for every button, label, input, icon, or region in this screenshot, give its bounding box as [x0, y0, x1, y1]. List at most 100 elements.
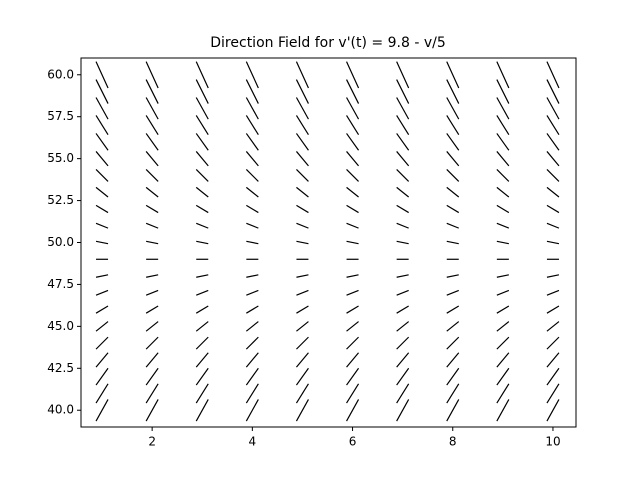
slope-segment — [245, 97, 259, 120]
slope-segment — [295, 97, 309, 120]
slope-segment — [245, 399, 259, 422]
slope-segment — [295, 79, 309, 104]
slope-segment — [295, 352, 309, 368]
slope-segment — [95, 352, 109, 368]
slope-segment — [446, 133, 460, 151]
slope-segment — [145, 222, 159, 229]
slope-segment — [296, 222, 309, 229]
y-tick-label: 52.5 — [47, 193, 74, 207]
slope-segment — [295, 133, 309, 151]
slope-segment — [145, 151, 159, 167]
slope-segment — [295, 383, 309, 404]
slope-segment — [296, 289, 309, 296]
slope-segment — [195, 204, 209, 214]
slope-segment — [145, 352, 159, 368]
slope-segment — [346, 367, 360, 386]
slope-segment — [546, 151, 560, 167]
slope-segment — [446, 151, 460, 167]
slope-segment — [295, 399, 309, 422]
x-tick-label: 6 — [349, 435, 357, 449]
slope-segment — [496, 399, 510, 422]
slope-segment — [546, 133, 560, 151]
slope-segment — [446, 204, 460, 214]
y-tick-label: 40.0 — [47, 403, 74, 417]
slope-segment — [396, 168, 410, 182]
slope-segment — [496, 336, 510, 350]
slope-segment — [346, 79, 360, 104]
slope-segment — [446, 61, 460, 89]
slope-segment — [396, 61, 410, 89]
slope-segment — [95, 186, 109, 198]
slope-segment — [496, 79, 510, 104]
slope-segment — [195, 151, 209, 167]
slope-segment — [145, 115, 159, 136]
slope-segment — [196, 222, 209, 229]
slope-segment — [496, 222, 510, 229]
slope-segment — [396, 289, 409, 296]
slope-segment — [346, 151, 360, 167]
slope-segment — [295, 151, 309, 167]
slope-segment — [346, 133, 360, 151]
slope-segment — [496, 321, 510, 332]
slope-segment — [245, 321, 259, 332]
slope-segment — [146, 240, 159, 245]
slope-segment — [346, 222, 359, 229]
slope-segment — [446, 383, 460, 404]
slope-segment — [446, 168, 460, 182]
slope-segment — [245, 186, 259, 198]
slope-segment — [546, 383, 560, 404]
slope-segment — [145, 204, 159, 214]
slope-segment — [346, 97, 360, 120]
slope-segment — [496, 151, 510, 167]
slope-segment — [396, 274, 409, 278]
slope-segment — [396, 151, 410, 167]
slope-segment — [496, 367, 510, 386]
slope-segment — [245, 352, 259, 368]
slope-segment — [145, 305, 159, 314]
slope-segment — [195, 168, 209, 182]
slope-segment — [296, 336, 309, 350]
slope-segment — [446, 289, 459, 296]
slope-segment — [346, 321, 359, 332]
slope-segment — [546, 289, 560, 296]
slope-segment — [95, 151, 109, 167]
slope-segment — [245, 79, 259, 104]
slope-segment — [546, 186, 560, 198]
slope-segment — [396, 97, 410, 120]
slope-segment — [396, 367, 410, 386]
slope-segment — [145, 336, 159, 350]
slope-segment — [346, 168, 359, 182]
y-tick-label: 57.5 — [47, 109, 74, 123]
slope-segment — [246, 240, 259, 245]
slope-segment — [396, 186, 410, 198]
slope-segment — [346, 240, 359, 245]
slope-segment — [346, 204, 359, 214]
slope-segment — [195, 399, 209, 422]
slope-segment — [446, 97, 460, 120]
slope-segment — [145, 79, 159, 104]
slope-segment — [245, 61, 259, 89]
slope-segment — [396, 133, 410, 151]
slope-segment — [145, 168, 159, 182]
chart-title: Direction Field for v'(t) = 9.8 - v/5 — [210, 35, 445, 51]
slope-segment — [145, 133, 159, 151]
slope-segment — [245, 133, 259, 151]
slope-segment — [446, 305, 460, 314]
slope-segment — [446, 240, 459, 245]
slope-segment — [196, 289, 209, 296]
slope-segment — [496, 133, 510, 151]
slope-segment — [396, 115, 410, 136]
slope-segment — [145, 383, 159, 404]
slope-segment — [546, 61, 560, 89]
slope-segment — [246, 274, 259, 278]
slope-segment — [546, 336, 560, 350]
slope-segment — [196, 274, 209, 278]
slope-segment — [496, 305, 510, 314]
slope-segment — [346, 399, 360, 422]
slope-segment — [446, 321, 460, 332]
slope-segment — [95, 336, 109, 350]
y-tick-label: 47.5 — [47, 277, 74, 291]
slope-segment — [446, 336, 460, 350]
slope-segment — [296, 274, 309, 278]
slope-segment — [145, 367, 159, 386]
